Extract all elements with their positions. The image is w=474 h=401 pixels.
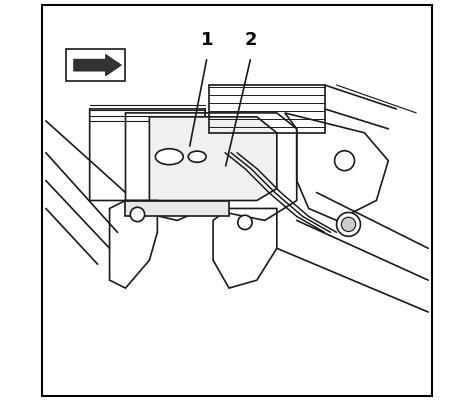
Circle shape (130, 207, 145, 222)
Circle shape (335, 151, 355, 171)
Polygon shape (149, 117, 277, 200)
Polygon shape (126, 200, 229, 217)
Ellipse shape (188, 151, 206, 162)
Ellipse shape (155, 149, 183, 165)
Circle shape (341, 217, 356, 231)
Polygon shape (74, 55, 121, 76)
Circle shape (337, 213, 360, 236)
Text: 2: 2 (245, 31, 257, 49)
FancyBboxPatch shape (42, 5, 432, 396)
Text: 1: 1 (201, 31, 213, 49)
Circle shape (238, 215, 252, 229)
